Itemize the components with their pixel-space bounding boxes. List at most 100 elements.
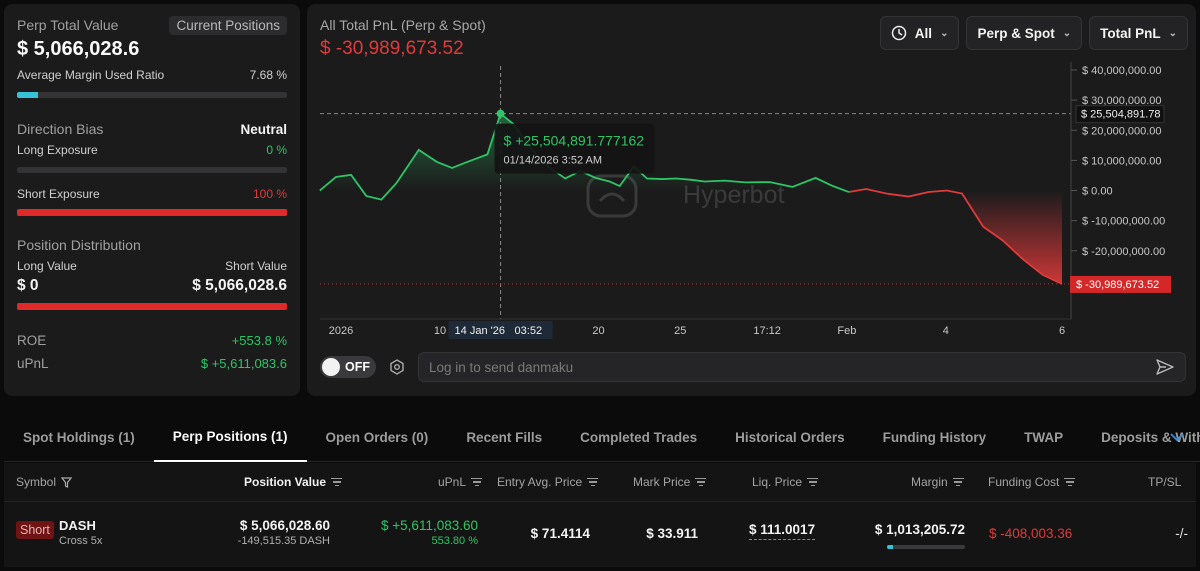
row-liq-price[interactable]: $ 111.0017: [749, 522, 816, 540]
col-margin-label: Margin: [911, 475, 948, 489]
tab-open-orders[interactable]: Open Orders (0): [325, 430, 429, 445]
filter-icon[interactable]: [61, 476, 73, 488]
tab-spot-holdings[interactable]: Spot Holdings (1): [23, 430, 135, 445]
col-margin[interactable]: Margin: [911, 463, 964, 501]
x-tick-label: Feb: [837, 325, 856, 337]
row-tpsl[interactable]: -/-: [1175, 526, 1188, 541]
row-margin-bar: [887, 545, 965, 549]
tooltip-date: 01/14/2026 3:52 AM: [504, 155, 602, 167]
last-value-label: $ -30,989,673.52: [1076, 279, 1159, 291]
peak-marker: [496, 109, 505, 118]
pnl-line-red: [848, 188, 1063, 285]
x-tick-label: 25: [674, 325, 686, 337]
tab-perp-positions[interactable]: Perp Positions (1): [153, 414, 307, 462]
scope-select[interactable]: Perp & Spot ⌄: [966, 16, 1083, 50]
crosshair-x-badge: [448, 321, 553, 339]
row-entry-price: $ 71.4114: [530, 526, 590, 541]
tab-historical-orders[interactable]: Historical Orders: [735, 430, 845, 445]
short-value: $ 5,066,028.6: [192, 277, 287, 294]
tab-funding-history[interactable]: Funding History: [882, 430, 987, 445]
pnl-chart-panel: All Total PnL (Perp & Spot) $ -30,989,67…: [307, 4, 1196, 396]
col-upnl-label: uPnL: [438, 475, 467, 489]
side-badge: Short: [16, 521, 54, 539]
row-symbol[interactable]: DASH: [59, 518, 96, 533]
x-tick-label: 2026: [329, 325, 353, 337]
positions-table-header: Symbol Position Value uPnL Entry Avg. Pr…: [4, 463, 1196, 501]
table-row[interactable]: Short DASH Cross 5x $ 5,066,028.60 -149,…: [4, 501, 1196, 567]
current-positions-button[interactable]: Current Positions: [169, 15, 287, 35]
row-position-size: -149,515.35 DASH: [237, 535, 330, 547]
sort-icon[interactable]: [952, 476, 964, 489]
long-exposure-label: Long Exposure: [17, 143, 98, 157]
direction-bias-label: Direction Bias: [17, 121, 104, 137]
sort-icon[interactable]: [1064, 476, 1076, 489]
col-entry-price[interactable]: Entry Avg. Price: [497, 463, 599, 501]
range-select[interactable]: All ⌄: [879, 16, 960, 50]
x-tick-label: 20: [592, 325, 604, 337]
short-exposure-value: 100 %: [252, 187, 287, 201]
danmaku-toggle[interactable]: OFF: [320, 356, 376, 378]
row-margin: $ 1,013,205.72: [874, 522, 965, 537]
tab-completed-trades[interactable]: Completed Trades: [580, 430, 698, 445]
long-value: $ 0: [17, 277, 39, 294]
long-value-label: Long Value: [17, 259, 77, 273]
chevron-down-icon: ⌄: [1062, 27, 1072, 39]
metric-select[interactable]: Total PnL ⌄: [1089, 16, 1188, 50]
col-mark-price[interactable]: Mark Price: [633, 463, 707, 501]
y-tick-label: $ 40,000,000.00: [1082, 65, 1162, 77]
settings-icon[interactable]: [388, 358, 406, 376]
row-upnl-pct: 553.80 %: [431, 535, 478, 547]
sort-icon[interactable]: [587, 476, 599, 489]
position-distribution-label: Position Distribution: [17, 237, 141, 253]
danmaku-toggle-label: OFF: [345, 360, 370, 374]
pnl-line-green: [319, 112, 850, 201]
col-upnl[interactable]: uPnL: [438, 463, 483, 501]
crosshair-x-time: 03:52: [515, 325, 543, 337]
col-liq-price[interactable]: Liq. Price: [752, 463, 819, 501]
x-tick-label: 17:12: [753, 325, 781, 337]
row-position-value: $ 5,066,028.60: [239, 518, 330, 533]
position-distribution-bar: [17, 303, 287, 310]
y-tick-label: $ 20,000,000.00: [1082, 125, 1162, 137]
col-symbol[interactable]: Symbol: [16, 463, 73, 501]
crosshair-y-label: $ 25,504,891.78: [1081, 109, 1161, 121]
short-value-label: Short Value: [225, 259, 287, 273]
send-icon[interactable]: [1155, 358, 1175, 376]
row-upnl: $ +5,611,083.60: [381, 518, 478, 533]
long-exposure-bar: [17, 167, 287, 173]
tab-twap[interactable]: TWAP: [1024, 430, 1064, 445]
crosshair-y-badge: [1075, 105, 1165, 124]
margin-ratio-label: Average Margin Used Ratio: [17, 68, 165, 82]
direction-bias-value: Neutral: [240, 121, 287, 137]
col-position-value[interactable]: Position Value: [244, 463, 343, 501]
toggle-knob: [322, 358, 340, 376]
col-funding-cost[interactable]: Funding Cost: [988, 463, 1076, 501]
tab-deposits-withdrawals[interactable]: Deposits & Withdraw: [1101, 430, 1200, 445]
chart-current-value: $ -30,989,673.52: [320, 38, 464, 59]
crosshair-x-date: 14 Jan '26: [455, 325, 505, 337]
row-funding-cost: $ -408,003.36: [989, 526, 1073, 541]
y-tick-label: $ 10,000,000.00: [1082, 155, 1162, 167]
sort-icon[interactable]: [695, 476, 707, 489]
roe-value: +553.8 %: [231, 333, 287, 348]
chevron-down-icon[interactable]: [1170, 433, 1184, 442]
sort-icon[interactable]: [331, 476, 343, 489]
short-exposure-bar: [17, 209, 287, 216]
sort-icon[interactable]: [471, 476, 483, 489]
upnl-label: uPnL: [17, 356, 49, 371]
col-symbol-label: Symbol: [16, 475, 57, 489]
y-tick-label: $ 0.00: [1082, 186, 1113, 198]
y-tick-label: $ -10,000,000.00: [1082, 216, 1165, 228]
upnl-value: $ +5,611,083.6: [200, 356, 287, 371]
margin-ratio-bar: [17, 92, 287, 98]
col-liq-price-label: Liq. Price: [752, 475, 803, 489]
short-exposure-label: Short Exposure: [17, 187, 100, 201]
x-tick-label: 6: [1059, 325, 1065, 337]
tab-recent-fills[interactable]: Recent Fills: [466, 430, 543, 445]
pnl-line-chart[interactable]: Hyperbot $ 40,000,000.00$ 30,000,000.00$…: [307, 4, 1196, 344]
positions-tabs: Spot Holdings (1) Perp Positions (1) Ope…: [4, 414, 1200, 462]
sort-icon[interactable]: [807, 476, 819, 489]
y-tick-label: $ -20,000,000.00: [1082, 246, 1165, 258]
chevron-down-icon: ⌄: [940, 27, 949, 39]
danmaku-input[interactable]: Log in to send danmaku: [418, 352, 1186, 382]
